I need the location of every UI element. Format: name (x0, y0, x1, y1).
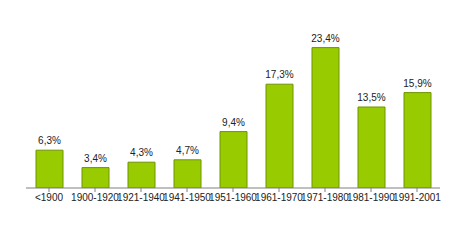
svg-text:3,4%: 3,4% (84, 153, 107, 164)
svg-text:1981-1990: 1981-1990 (347, 192, 395, 203)
svg-text:1991-2001: 1991-2001 (393, 192, 441, 203)
svg-text:9,4%: 9,4% (222, 117, 245, 128)
svg-text:6,3%: 6,3% (38, 135, 61, 146)
svg-text:15,9%: 15,9% (403, 78, 431, 89)
svg-text:1971-1980: 1971-1980 (301, 192, 349, 203)
svg-text:4,7%: 4,7% (176, 145, 199, 156)
svg-text:17,3%: 17,3% (265, 69, 293, 80)
svg-text:1921-1940: 1921-1940 (117, 192, 165, 203)
svg-text:1941-1950: 1941-1950 (163, 192, 211, 203)
svg-text:23,4%: 23,4% (311, 33, 339, 44)
svg-text:1900-1920: 1900-1920 (71, 192, 119, 203)
svg-text:1951-1960: 1951-1960 (209, 192, 257, 203)
svg-text:4,3%: 4,3% (130, 147, 153, 158)
svg-text:1961-1970: 1961-1970 (255, 192, 303, 203)
svg-text:13,5%: 13,5% (357, 92, 385, 103)
svg-text:<1900: <1900 (35, 192, 64, 203)
